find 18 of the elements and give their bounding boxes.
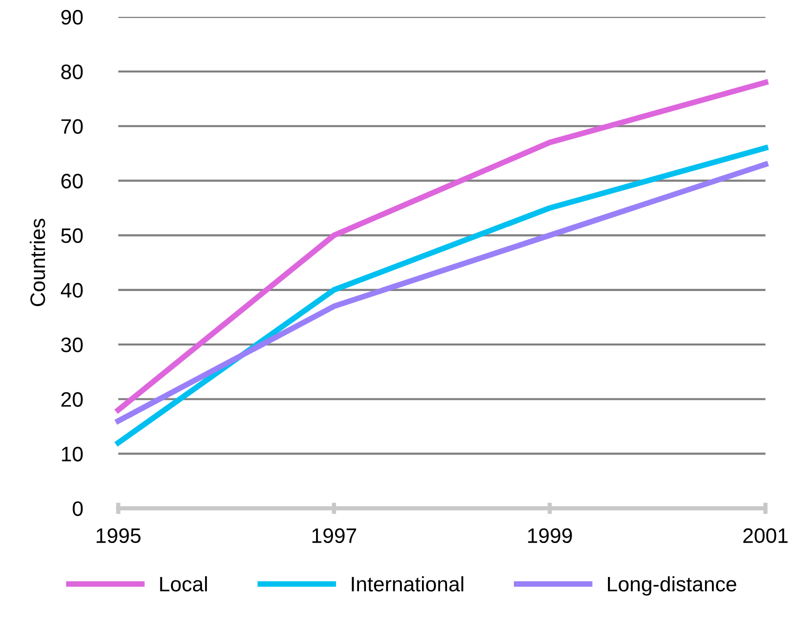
y-tick-label: 90	[61, 10, 83, 25]
y-tick-label: 60	[61, 174, 83, 188]
y-tick-label: 40	[60, 282, 83, 298]
y-tick-label: 10	[62, 446, 83, 462]
x-tick-label: 2001	[743, 528, 788, 544]
legend-label: Long-distance	[608, 576, 736, 596]
legend-label: International	[352, 576, 464, 592]
y-tick-label: 30	[61, 338, 83, 352]
y-tick-label: 80	[61, 64, 83, 80]
y-tick-label: 50	[61, 228, 83, 244]
x-tick-label: 1997	[312, 528, 356, 544]
y-tick-label: 20	[61, 392, 83, 407]
y-tick-label: 70	[61, 119, 83, 134]
x-tick-label: 1995	[96, 528, 141, 544]
x-tick-label: 1999	[528, 528, 572, 544]
y-axis-title: Countries	[30, 218, 46, 306]
legend-label: Local	[160, 576, 207, 592]
y-tick-label: 0	[72, 501, 83, 516]
